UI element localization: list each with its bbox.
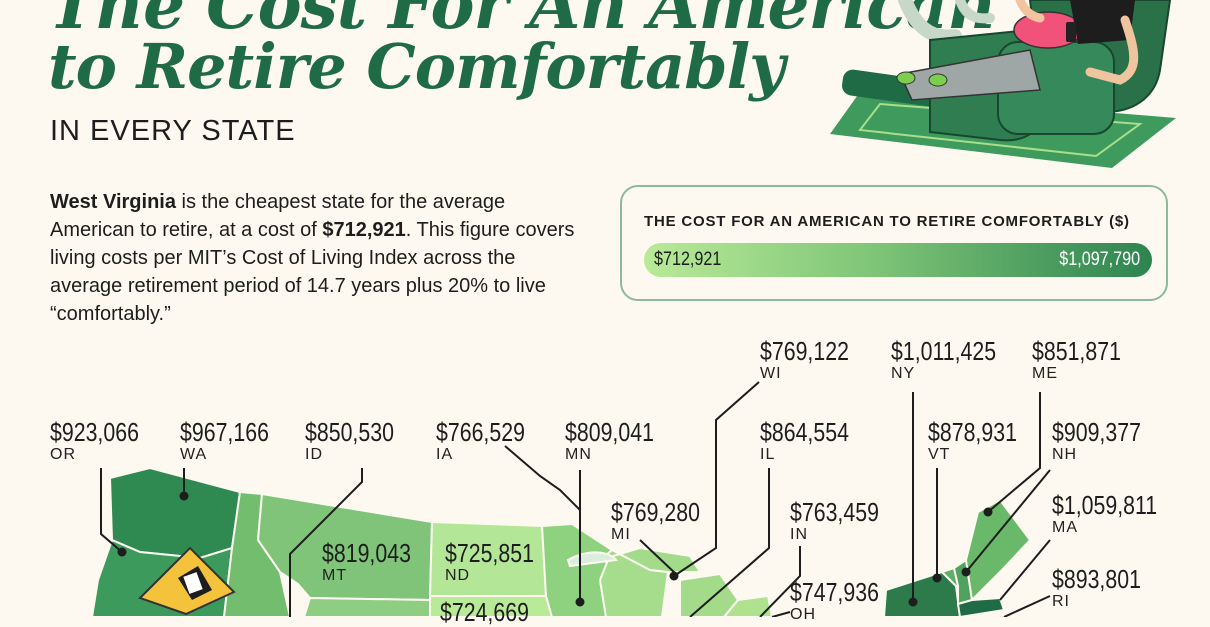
state-value: $1,059,811 (1052, 490, 1158, 520)
state-value: $851,871 (1032, 336, 1121, 366)
state-value: $878,931 (928, 417, 1017, 447)
legend-box: THE COST FOR AN AMERICAN TO RETIRE COMFO… (620, 185, 1168, 301)
state-value: $893,801 (1052, 564, 1141, 594)
intro-paragraph: West Virginia is the cheapest state for … (50, 188, 590, 328)
state-abbr: OR (50, 446, 76, 463)
state-abbr: MI (611, 526, 631, 543)
state-abbr: VT (928, 446, 951, 463)
state-abbr: IL (760, 446, 776, 463)
state-label-or: $923,066 OR (50, 418, 158, 464)
state-value: $850,530 (305, 417, 394, 447)
state-label-ny: $1,011,425 NY (891, 337, 1019, 383)
state-value: $766,529 (436, 417, 525, 447)
legend-title: THE COST FOR AN AMERICAN TO RETIRE COMFO… (644, 213, 1130, 230)
state-abbr: IN (790, 526, 808, 543)
state-label-il: $864,554 IL (760, 418, 868, 464)
state-value: $763,459 (790, 497, 879, 527)
legend-max: $1,097,790 (1059, 249, 1140, 270)
state-abbr: NY (891, 365, 916, 382)
state-label-nd: $725,851 ND (445, 539, 553, 585)
state-value: $769,122 (760, 336, 849, 366)
legend-gradient-bar: $712,921 $1,097,790 (644, 243, 1152, 277)
tent-icon (138, 546, 236, 616)
state-label-ri: $893,801 RI (1052, 565, 1160, 611)
legend-min: $712,921 (654, 249, 722, 270)
state-abbr: MN (565, 446, 592, 463)
state-ma (956, 596, 1006, 617)
subtitle: IN EVERY STATE (50, 115, 296, 147)
state-label-sd: $724,669 (440, 598, 548, 626)
state-label-ma: $1,059,811 MA (1052, 491, 1180, 537)
state-abbr: WA (180, 446, 208, 463)
state-label-mi: $769,280 MI (611, 498, 719, 544)
intro-text-a: is the cheapest state for the average Am… (50, 191, 506, 241)
state-mi (599, 546, 702, 573)
state-label-wa: $967,166 WA (180, 418, 288, 464)
state-label-oh: $747,936 OH (790, 578, 898, 624)
title-line-1: The Cost For An American (48, 0, 995, 44)
state-label-mn: $809,041 MN (565, 418, 673, 464)
state-wa (108, 466, 242, 560)
state-abbr: ID (305, 446, 323, 463)
state-oh (722, 594, 774, 617)
state-label-wi: $769,122 WI (760, 337, 868, 383)
intro-amount: $712,921 (322, 219, 406, 241)
state-abbr: WI (760, 365, 782, 382)
intro-state: West Virginia (50, 191, 176, 213)
state-label-in: $763,459 IN (790, 498, 898, 544)
state-abbr: MA (1052, 519, 1078, 536)
state-value: $1,011,425 (891, 336, 997, 366)
state-value: $819,043 (322, 538, 411, 568)
state-value: $725,851 (445, 538, 534, 568)
state-value: $864,554 (760, 417, 849, 447)
intro-text-b: . This figure covers living costs per MI… (50, 219, 575, 325)
state-value: $967,166 (180, 417, 269, 447)
state-label-vt: $878,931 VT (928, 418, 1036, 464)
state-me (964, 498, 1032, 603)
state-label-id: $850,530 ID (305, 418, 413, 464)
state-abbr: ND (445, 567, 471, 584)
state-wy (302, 596, 431, 617)
state-value: $724,669 (440, 597, 529, 627)
state-abbr: ME (1032, 365, 1058, 382)
state-value: $769,280 (611, 497, 700, 527)
state-value: $923,066 (50, 417, 139, 447)
leader-lines (100, 381, 1051, 617)
state-abbr: RI (1052, 593, 1070, 610)
leader-dots (117, 491, 993, 607)
state-label-me: $851,871 ME (1032, 337, 1140, 383)
state-value: $909,377 (1052, 417, 1141, 447)
state-abbr: MT (322, 567, 348, 584)
state-abbr: IA (436, 446, 454, 463)
state-label-mt: $819,043 MT (322, 539, 430, 585)
retiree-illustration (830, 0, 1176, 168)
state-sd (429, 595, 554, 617)
title-line-2: to Retire Comfortably (48, 30, 785, 103)
state-abbr: OH (790, 606, 816, 623)
state-label-nh: $909,377 NH (1052, 418, 1160, 464)
state-value: $809,041 (565, 417, 654, 447)
state-value: $747,936 (790, 577, 879, 607)
state-abbr: NH (1052, 446, 1078, 463)
state-label-ia: $766,529 IA (436, 418, 544, 464)
